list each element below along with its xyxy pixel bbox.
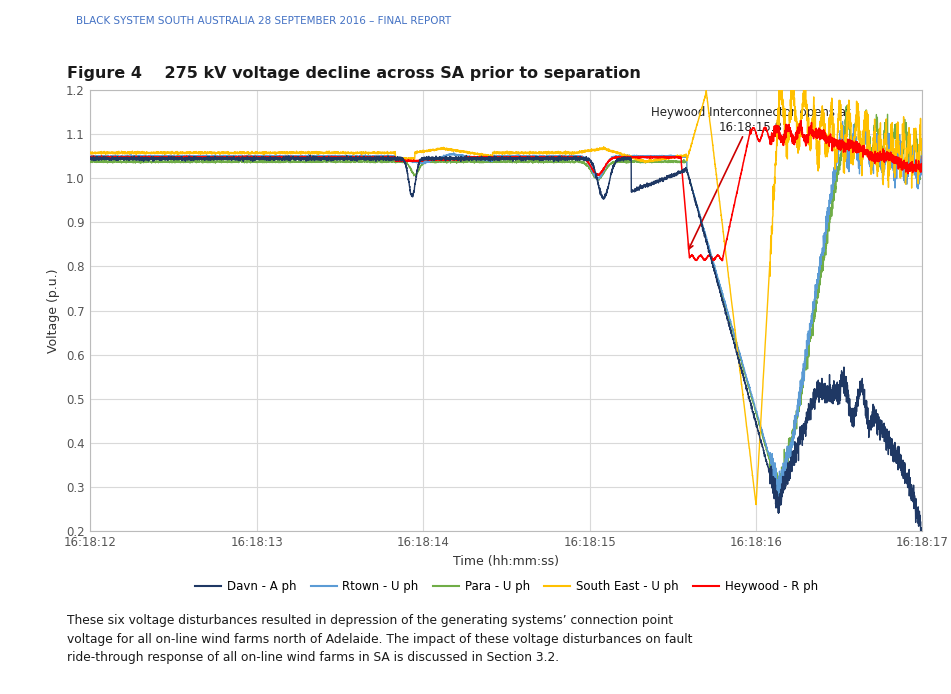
Text: These six voltage disturbances resulted in depression of the generating systems’: These six voltage disturbances resulted … [67,614,692,664]
Text: Heywood Interconnector opens at
16:18:15.8: Heywood Interconnector opens at 16:18:15… [650,106,850,249]
Text: Figure 4    275 kV voltage decline across SA prior to separation: Figure 4 275 kV voltage decline across S… [67,66,640,81]
X-axis label: Time (hh:mm:ss): Time (hh:mm:ss) [454,555,559,568]
Legend: Davn - A ph, Rtown - U ph, Para - U ph, South East - U ph, Heywood - R ph: Davn - A ph, Rtown - U ph, Para - U ph, … [190,575,823,598]
Text: BLACK SYSTEM SOUTH AUSTRALIA 28 SEPTEMBER 2016 – FINAL REPORT: BLACK SYSTEM SOUTH AUSTRALIA 28 SEPTEMBE… [76,16,451,26]
Y-axis label: Voltage (p.u.): Voltage (p.u.) [48,269,61,353]
